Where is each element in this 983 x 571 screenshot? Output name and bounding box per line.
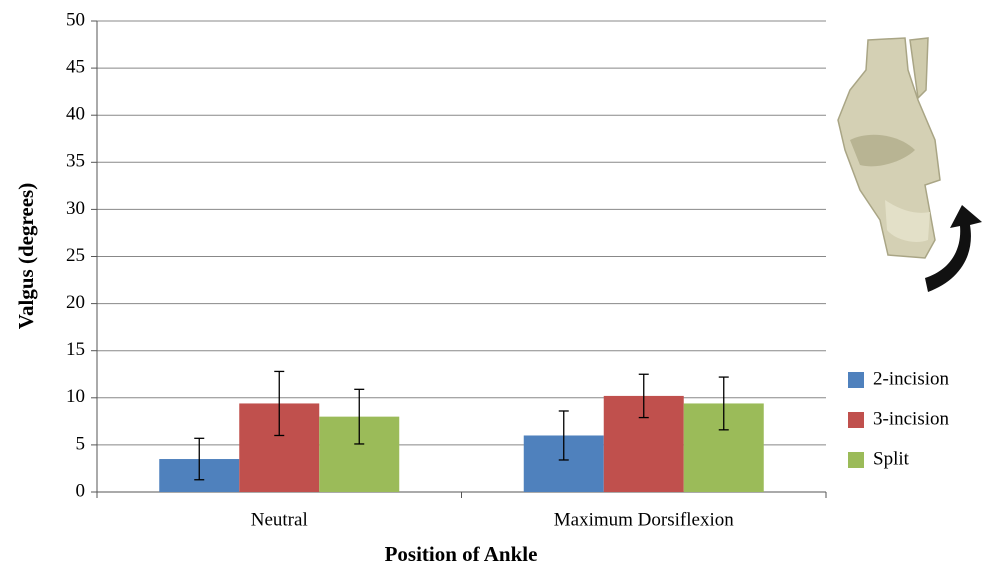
x-axis-title: Position of Ankle [385,542,538,566]
x-tick-label: Maximum Dorsiflexion [554,509,734,530]
y-axis-title: Valgus (degrees) [14,183,38,329]
y-tick-label: 0 [76,480,86,501]
y-tick-label: 10 [66,386,85,407]
legend-swatch [848,412,864,428]
legend-swatch [848,372,864,388]
y-tick-label: 50 [66,9,85,30]
y-tick-label: 25 [66,245,85,266]
legend-label: Split [873,448,910,469]
y-tick-label: 5 [76,433,86,454]
legend-swatch [848,452,864,468]
y-tick-label: 20 [66,292,85,313]
y-tick-label: 35 [66,151,85,172]
y-tick-label: 45 [66,56,85,77]
legend-label: 2-incision [873,368,949,389]
y-tick-label: 15 [66,339,85,360]
chart: Valgus (degrees) Position of Ankle 0 5 10 1… [0,0,983,571]
y-tick-label: 30 [66,198,85,219]
legend-label: 3-incision [873,408,949,429]
x-tick-label: Neutral [251,509,308,530]
ankle-illustration [838,38,982,292]
y-tick-label: 40 [66,104,85,125]
